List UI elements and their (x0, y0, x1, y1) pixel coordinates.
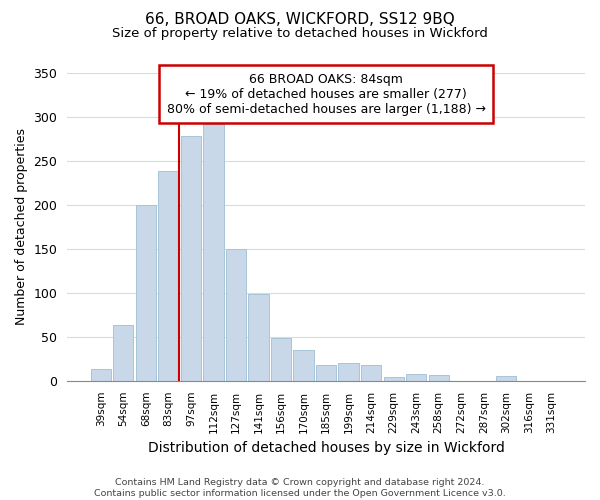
Bar (338, 363, 359, 381)
Text: Size of property relative to detached houses in Wickford: Size of property relative to detached ho… (112, 28, 488, 40)
Bar (91, 370, 111, 381)
Bar (361, 365, 381, 381)
Bar (428, 374, 449, 381)
Bar (136, 204, 156, 381)
Text: Contains HM Land Registry data © Crown copyright and database right 2024.
Contai: Contains HM Land Registry data © Crown c… (94, 478, 506, 498)
Bar (181, 136, 201, 381)
Bar (316, 365, 336, 381)
Bar (158, 171, 179, 381)
Bar (248, 294, 269, 381)
Bar (113, 326, 133, 381)
X-axis label: Distribution of detached houses by size in Wickford: Distribution of detached houses by size … (148, 441, 505, 455)
Y-axis label: Number of detached properties: Number of detached properties (15, 128, 28, 325)
Bar (496, 376, 517, 381)
Text: 66, BROAD OAKS, WICKFORD, SS12 9BQ: 66, BROAD OAKS, WICKFORD, SS12 9BQ (145, 12, 455, 28)
Bar (271, 338, 291, 381)
Text: 66 BROAD OAKS: 84sqm
← 19% of detached houses are smaller (277)
80% of semi-deta: 66 BROAD OAKS: 84sqm ← 19% of detached h… (167, 72, 485, 116)
Bar (383, 378, 404, 381)
Bar (293, 350, 314, 381)
Bar (226, 248, 246, 381)
Bar (203, 124, 224, 381)
Bar (406, 374, 427, 381)
